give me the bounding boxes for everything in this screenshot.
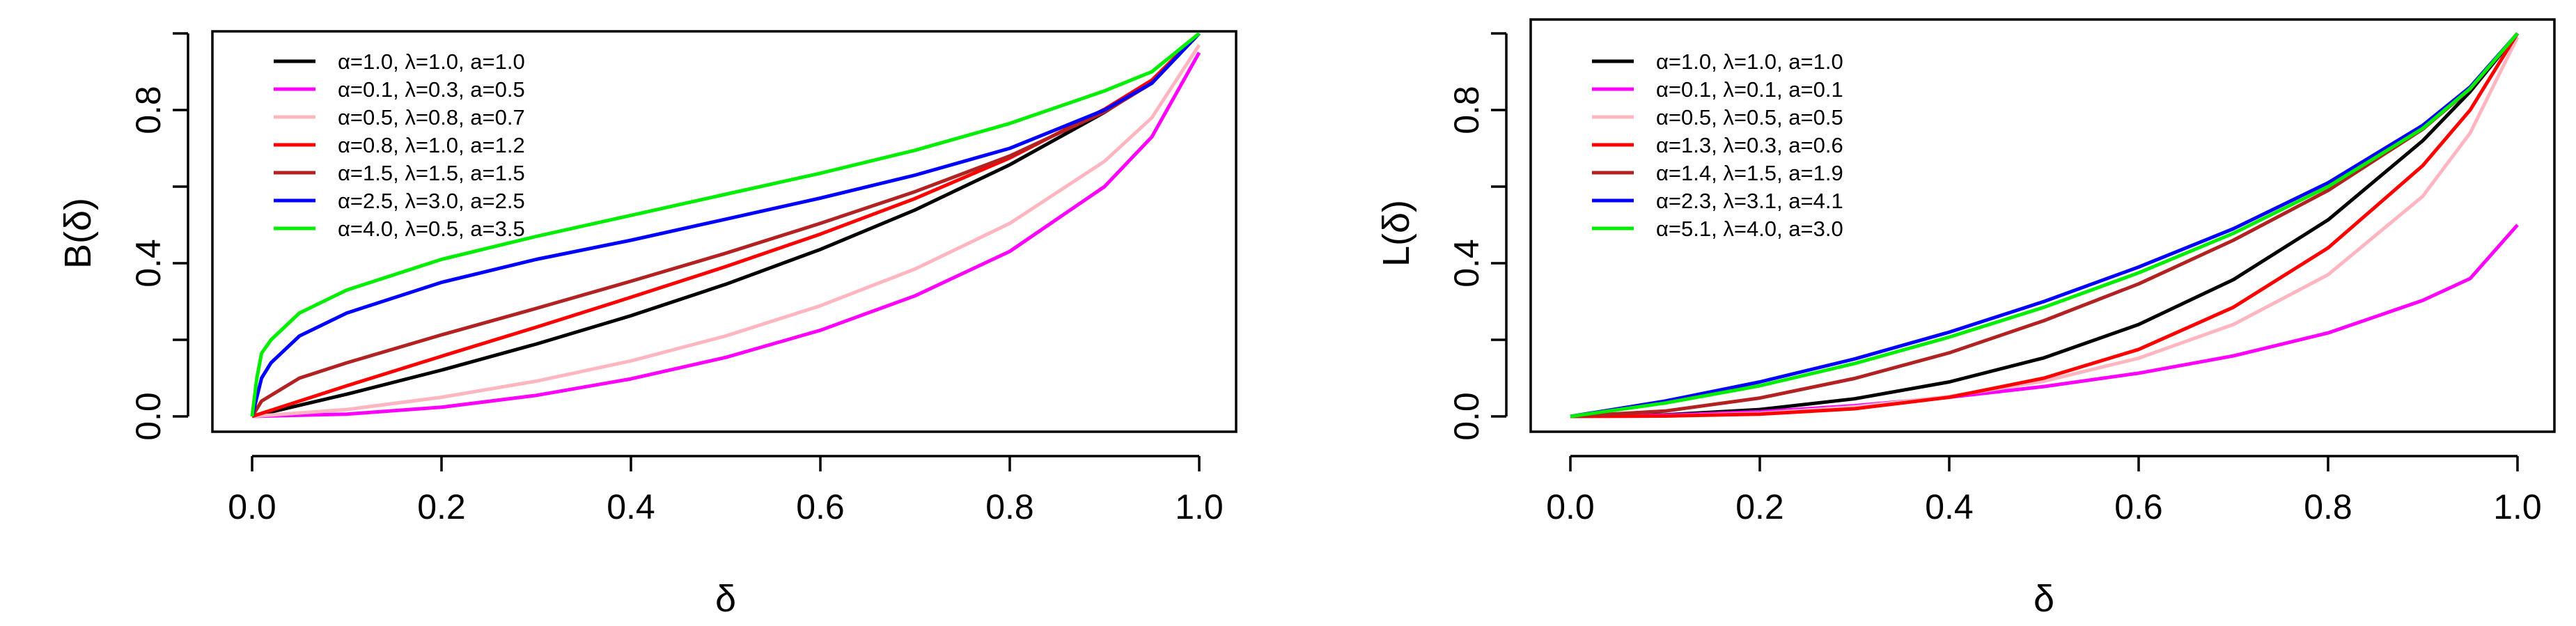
x-tick-label: 0.8 xyxy=(2304,487,2352,526)
legend-label-7: α=5.1, λ=4.0, a=3.0 xyxy=(1656,217,1843,241)
y-tick-label: 0.8 xyxy=(1447,86,1486,134)
plot-frame xyxy=(1529,18,2556,433)
x-tick-label: 0.8 xyxy=(985,487,1034,526)
x-tick-label: 0.6 xyxy=(2114,487,2163,526)
legend-label-4: α=0.8, λ=1.0, a=1.2 xyxy=(338,133,525,157)
chart-panel-2: 0.0 0.2 0.4 0.6 0.8 1.0 0.0 0.4 0.8 δ L(δ) α=1.0, λ… xyxy=(1375,18,2556,620)
x-tick-label: 0.0 xyxy=(228,487,276,526)
series-line-2 xyxy=(251,52,1201,418)
y-tick-label: 0.8 xyxy=(129,86,168,134)
chart-panel-1: 0.0 0.2 0.4 0.6 0.8 1.0 0.0 0.4 0.8 δ B(δ) α=1.0, λ… xyxy=(57,30,1238,620)
x-tick-label: 1.0 xyxy=(2493,487,2542,526)
plot-frame xyxy=(211,30,1238,433)
x-tick-label: 0.4 xyxy=(1925,487,1974,526)
legend-label-2: α=0.1, λ=0.1, a=0.1 xyxy=(1656,77,1843,102)
x-axis-title: δ xyxy=(2034,578,2054,620)
series-line-6 xyxy=(250,32,1201,417)
x-tick-label: 0.0 xyxy=(1546,487,1595,526)
legend-label-1: α=1.0, λ=1.0, a=1.0 xyxy=(1656,49,1843,74)
legend-label-3: α=0.5, λ=0.5, a=0.5 xyxy=(1656,105,1843,130)
y-axis-title: L(δ) xyxy=(1375,200,1417,267)
series-line-5 xyxy=(250,32,1201,418)
series-line-7 xyxy=(250,32,1201,417)
x-tick-label: 0.2 xyxy=(417,487,466,526)
x-tick-label: 0.4 xyxy=(607,487,655,526)
legend: α=1.0, λ=1.0, a=1.0 α=0.1, λ=0.3, a=0.5 α=… xyxy=(274,49,525,241)
x-tick-label: 1.0 xyxy=(1175,487,1224,526)
series-line-3 xyxy=(251,44,1201,418)
x-axis-title: δ xyxy=(715,578,736,620)
legend-label-5: α=1.5, λ=1.5, a=1.5 xyxy=(338,161,525,185)
legend-label-5: α=1.4, λ=1.5, a=1.9 xyxy=(1656,161,1843,185)
legend-label-6: α=2.3, λ=3.1, a=4.1 xyxy=(1656,189,1843,213)
legend-label-1: α=1.0, λ=1.0, a=1.0 xyxy=(338,49,525,74)
y-tick-label: 0.4 xyxy=(1447,239,1486,288)
legend-label-3: α=0.5, λ=0.8, a=0.7 xyxy=(338,105,525,130)
legend: α=1.0, λ=1.0, a=1.0 α=0.1, λ=0.1, a=0.1 α=… xyxy=(1592,49,1843,241)
legend-label-4: α=1.3, λ=0.3, a=0.6 xyxy=(1656,133,1843,157)
legend-label-7: α=4.0, λ=0.5, a=3.5 xyxy=(338,217,525,241)
y-tick-label: 0.4 xyxy=(129,239,168,288)
x-tick-label: 0.2 xyxy=(1735,487,1784,526)
series-line-1 xyxy=(1570,32,2519,418)
legend-label-6: α=2.5, λ=3.0, a=2.5 xyxy=(338,189,525,213)
y-tick-label: 0.0 xyxy=(129,392,168,441)
x-tick-label: 0.6 xyxy=(796,487,845,526)
legend-label-2: α=0.1, λ=0.3, a=0.5 xyxy=(338,77,525,102)
series-line-7 xyxy=(1570,32,2519,418)
y-tick-label: 0.0 xyxy=(1447,392,1486,441)
y-axis-title: B(δ) xyxy=(57,198,99,269)
series-line-4 xyxy=(1570,32,2520,418)
series-line-6 xyxy=(1570,32,2519,418)
